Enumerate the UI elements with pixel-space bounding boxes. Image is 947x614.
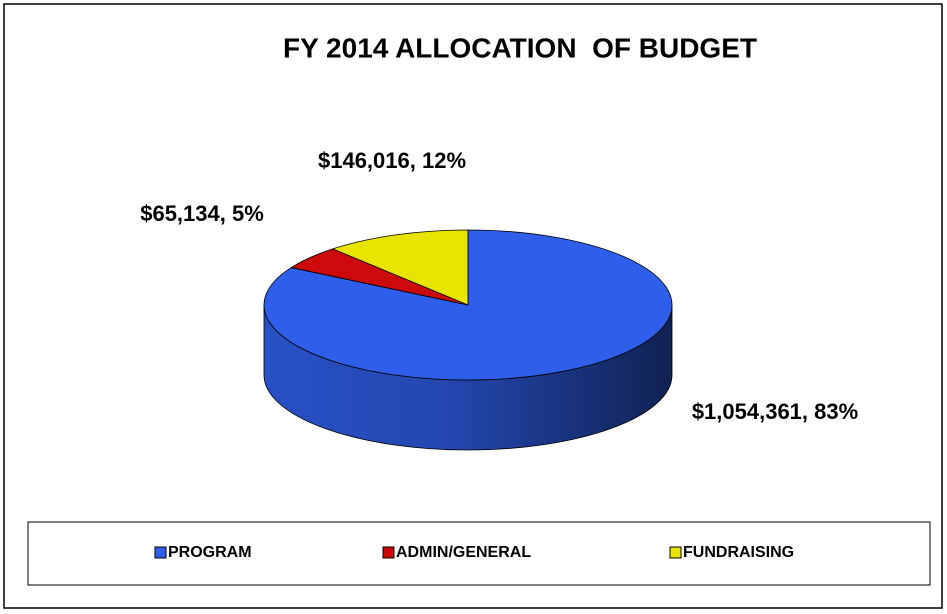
legend-label: PROGRAM: [168, 544, 252, 561]
legend-swatch: [154, 546, 167, 559]
pie: [263, 229, 673, 451]
data-label: $1,054,361, 83%: [692, 399, 858, 424]
data-label: $146,016, 12%: [318, 148, 466, 173]
pie-side-shade: [264, 305, 672, 450]
legend-box: [27, 521, 931, 586]
data-label: $65,134, 5%: [140, 201, 264, 226]
legend-label: FUNDRAISING: [683, 544, 794, 561]
legend-swatch: [669, 546, 682, 559]
legend-label: ADMIN/GENERAL: [396, 544, 531, 561]
chart-title: FY 2014 ALLOCATION OF BUDGET: [283, 32, 757, 63]
pie-slice: [331, 229, 469, 306]
legend-swatch: [382, 546, 395, 559]
